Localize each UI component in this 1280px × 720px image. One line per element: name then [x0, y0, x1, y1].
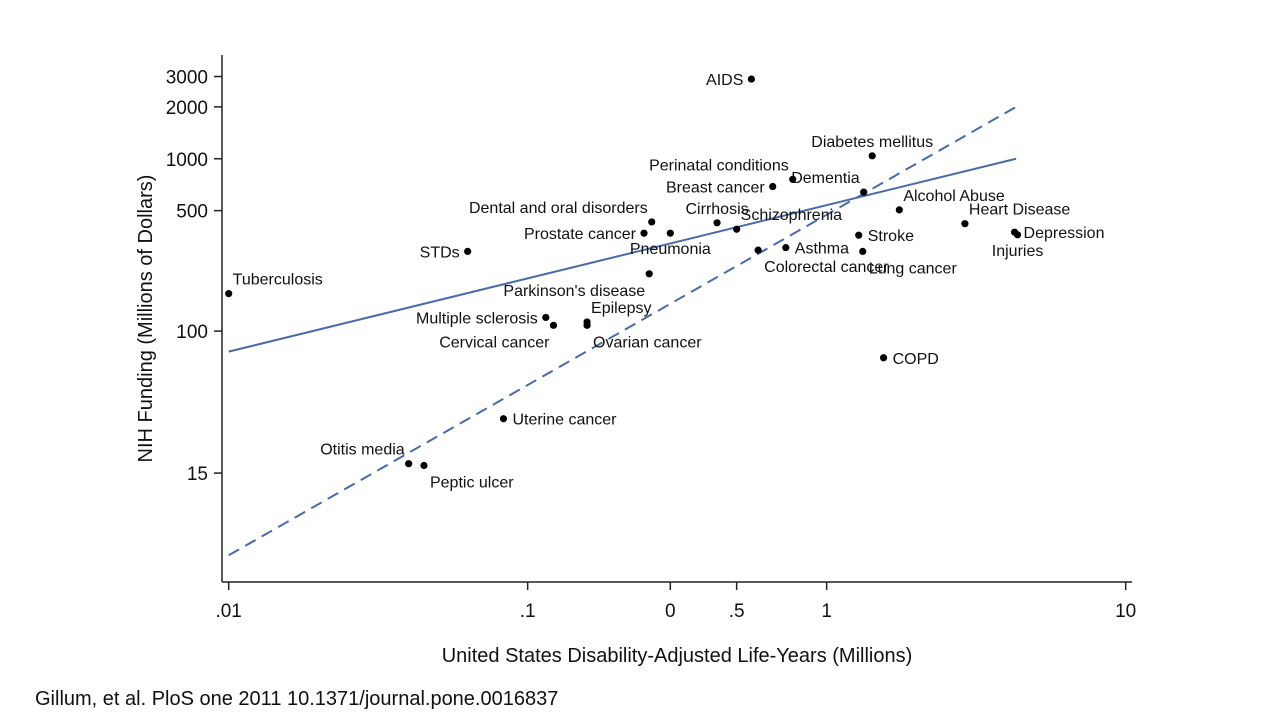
point-alcohol-abuse: [895, 206, 903, 214]
y-tick-label: 3000: [166, 68, 208, 89]
label-dental-and-oral-disorders: Dental and oral disorders: [469, 200, 648, 217]
point-copd: [879, 354, 888, 362]
y-tick-label: 1000: [166, 150, 208, 171]
x-axis-title: United States Disability-Adjusted Life-Y…: [442, 645, 913, 667]
point-schizophrenia: [733, 225, 741, 233]
point-asthma: [782, 244, 790, 252]
label-uterine-cancer: Uterine cancer: [512, 412, 617, 429]
label-parkinson-s-disease: Parkinson's disease: [503, 283, 645, 300]
point-prostate-cancer: [640, 229, 648, 237]
label-stds: STDs: [420, 244, 460, 261]
label-dementia: Dementia: [791, 170, 860, 187]
y-tick-label: 15: [187, 464, 208, 485]
point-dementia: [860, 188, 868, 196]
point-labels: AIDS Diabetes mellitus Perinatal condition…: [233, 72, 1105, 491]
label-colorectal-cancer: Colorectal cancer: [764, 259, 889, 276]
x-ticks: .01 .1 0 .5 1 10: [215, 582, 1136, 622]
x-tick-label: .1: [520, 601, 536, 622]
point-aids: [747, 75, 755, 83]
y-tick-label: 100: [176, 322, 208, 343]
point-stds: [464, 247, 472, 256]
point-tuberculosis: [225, 290, 233, 298]
axes: [221, 55, 1132, 583]
point-ovarian-cancer: [583, 321, 591, 329]
x-tick-label: .5: [729, 601, 745, 622]
citation: Gillum, et al. PloS one 2011 10.1371/jou…: [35, 688, 559, 710]
y-tick-label: 2000: [166, 98, 208, 119]
point-diabetes-mellitus: [868, 152, 876, 160]
point-cervical-cancer: [549, 321, 558, 329]
point-parkinson-s-disease: [645, 270, 653, 278]
label-heart-disease: Heart Disease: [969, 202, 1070, 219]
point-uterine-cancer: [499, 415, 508, 423]
point-heart-disease: [961, 220, 969, 228]
point-breast-cancer: [769, 182, 777, 191]
label-asthma: Asthma: [795, 241, 849, 258]
point-peptic-ulcer: [420, 461, 428, 470]
label-perinatal-conditions: Perinatal conditions: [649, 157, 789, 174]
label-cirrhosis: Cirrhosis: [686, 201, 749, 218]
label-multiple-sclerosis: Multiple sclerosis: [416, 310, 538, 327]
point-colorectal-cancer: [754, 246, 762, 254]
label-cervical-cancer: Cervical cancer: [439, 334, 550, 351]
x-tick-label: 1: [821, 601, 832, 622]
x-tick-label: .01: [215, 601, 241, 622]
point-cirrhosis: [713, 219, 721, 227]
x-tick-label: 10: [1115, 601, 1136, 622]
label-tuberculosis: Tuberculosis: [233, 272, 323, 289]
label-lung-cancer: Lung cancer: [869, 260, 958, 277]
label-copd: COPD: [893, 351, 939, 368]
y-ticks: 15 100 500 1000 2000 3000: [166, 68, 222, 485]
label-breast-cancer: Breast cancer: [666, 180, 765, 197]
y-axis-title: NIH Funding (Millions of Dollars): [135, 175, 157, 463]
label-schizophrenia: Schizophrenia: [741, 207, 843, 224]
label-otitis-media: Otitis media: [320, 442, 405, 459]
label-alcohol-abuse: Alcohol Abuse: [903, 188, 1005, 205]
label-stroke: Stroke: [868, 228, 914, 245]
point-perinatal-conditions: [789, 175, 797, 183]
label-prostate-cancer: Prostate cancer: [524, 226, 637, 243]
point-dental-and-oral-disorders: [648, 218, 656, 226]
dashed-fit-line: [228, 106, 1017, 557]
y-tick-label: 500: [176, 202, 208, 223]
point-pneumonia: [666, 229, 674, 237]
point-injuries: [1013, 231, 1022, 239]
label-aids: AIDS: [706, 72, 743, 89]
label-peptic-ulcer: Peptic ulcer: [430, 474, 514, 491]
label-ovarian-cancer: Ovarian cancer: [593, 334, 702, 351]
label-injuries: Injuries: [992, 243, 1044, 260]
point-stroke: [855, 231, 863, 239]
fit-lines: [228, 106, 1017, 557]
point-multiple-sclerosis: [542, 313, 550, 322]
data-points: [225, 75, 1022, 470]
point-otitis-media: [405, 460, 413, 468]
label-depression: Depression: [1024, 225, 1105, 242]
label-diabetes-mellitus: Diabetes mellitus: [811, 134, 933, 151]
label-pneumonia: Pneumonia: [630, 241, 711, 258]
point-lung-cancer: [859, 247, 867, 256]
x-tick-label: 0: [665, 601, 676, 622]
label-epilepsy: Epilepsy: [591, 300, 651, 317]
solid-fit-line: [228, 157, 1017, 353]
